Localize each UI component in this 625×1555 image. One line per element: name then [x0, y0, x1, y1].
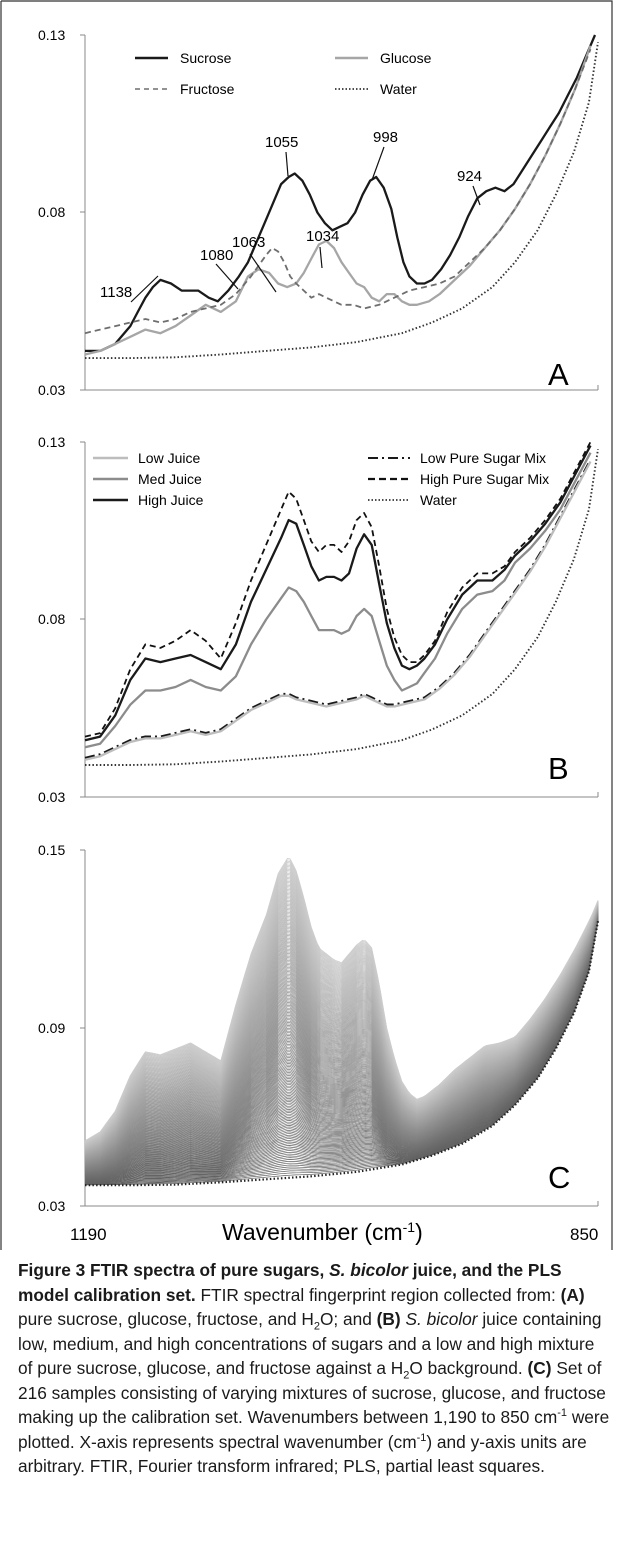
panel-a-legend: Sucrose Glucose Fructose Water [135, 50, 432, 97]
figure-caption: Figure 3 FTIR spectra of pure sugars, S.… [18, 1258, 610, 1479]
x-tick-label-left: 1190 [70, 1225, 107, 1244]
annotation-1063: 1063 [232, 234, 265, 251]
panel-c-letter: C [548, 1160, 570, 1195]
sucrose-series-line [85, 34, 597, 353]
legend-label-water-b: Water [420, 492, 457, 508]
panel-b-letter: B [548, 751, 569, 786]
panel-c-y-tick-label-mid: 0.09 [38, 1020, 65, 1036]
legend-label-sucrose: Sucrose [180, 50, 232, 66]
water-series-line [85, 41, 599, 360]
panel-a-annotation-layer: 1138 1080 1063 1055 1034 998 924 [100, 129, 482, 303]
panel-a-chart: 0.13 0.08 0.03 1138 1080 1063 1055 1034 … [38, 27, 599, 398]
legend-label-high-pure-sugar-mix: High Pure Sugar Mix [420, 471, 549, 487]
panel-b-chart: 0.13 0.08 0.03 B Low Juice Med Juice Hig… [38, 434, 599, 805]
panel-b-legend: Low Juice Med Juice High Juice Low Pure … [93, 450, 549, 508]
annotation-leader-1138 [130, 275, 159, 303]
annotation-1055: 1055 [265, 134, 298, 151]
x-axis-label: Wavenumber (cm-1) [222, 1219, 423, 1245]
panel-b-series-layer [84, 441, 599, 766]
annotation-924: 924 [457, 168, 482, 185]
panel-c-series-layer [84, 858, 600, 1187]
annotation-leader-1063 [249, 253, 277, 293]
panel-b-y-tick-label-bottom: 0.03 [38, 789, 65, 805]
legend-label-low-juice: Low Juice [138, 450, 200, 466]
med-juice-series-line [84, 452, 592, 749]
fructose-series-line [84, 48, 592, 335]
water-series-line [85, 448, 599, 766]
legend-label-low-pure-sugar-mix: Low Pure Sugar Mix [420, 450, 546, 466]
annotation-998: 998 [373, 129, 398, 146]
annotation-leader-998 [371, 146, 385, 181]
low-pure-sugar-mix-series-line [84, 459, 592, 760]
panel-b-y-tick-label-top: 0.13 [38, 434, 65, 450]
annotation-1138: 1138 [100, 284, 132, 301]
legend-label-water: Water [380, 81, 417, 97]
calibration-spectrum-line [84, 858, 599, 1142]
panel-b-y-tick-label-mid: 0.08 [38, 611, 65, 627]
panel-c-y-tick-label-top: 0.15 [38, 842, 65, 858]
panel-c-chart: 0.15 0.09 0.03 C [38, 842, 600, 1214]
annotation-leader-1080 [215, 263, 239, 290]
annotation-1034: 1034 [306, 228, 339, 245]
legend-label-glucose: Glucose [380, 50, 432, 66]
panel-a-y-tick-label-top: 0.13 [38, 27, 65, 43]
annotation-leader-924 [472, 185, 481, 206]
high-juice-series-line [84, 445, 592, 742]
figure-frame [0, 0, 613, 1250]
legend-label-med-juice: Med Juice [138, 471, 202, 487]
panel-a-series-layer [84, 34, 599, 360]
glucose-series-line [84, 45, 592, 356]
high-pure-sugar-mix-series-line [84, 441, 592, 738]
caption-title: Figure 3 FTIR spectra of pure sugars, S.… [18, 1260, 562, 1305]
legend-label-fructose: Fructose [180, 81, 235, 97]
caption-body: FTIR spectral fingerprint region collect… [18, 1284, 610, 1477]
legend-label-high-juice: High Juice [138, 492, 204, 508]
panel-a-y-tick-label-bottom: 0.03 [38, 382, 65, 398]
low-juice-series-line [84, 460, 592, 761]
annotation-leader-1055 [285, 151, 289, 177]
panel-c-y-tick-label-bottom: 0.03 [38, 1198, 65, 1214]
annotation-leader-1034 [319, 246, 323, 269]
panel-a-y-tick-label-mid: 0.08 [38, 204, 65, 220]
annotation-1080: 1080 [200, 247, 233, 264]
panel-a-letter: A [548, 357, 569, 392]
x-tick-label-right: 850 [570, 1225, 598, 1244]
